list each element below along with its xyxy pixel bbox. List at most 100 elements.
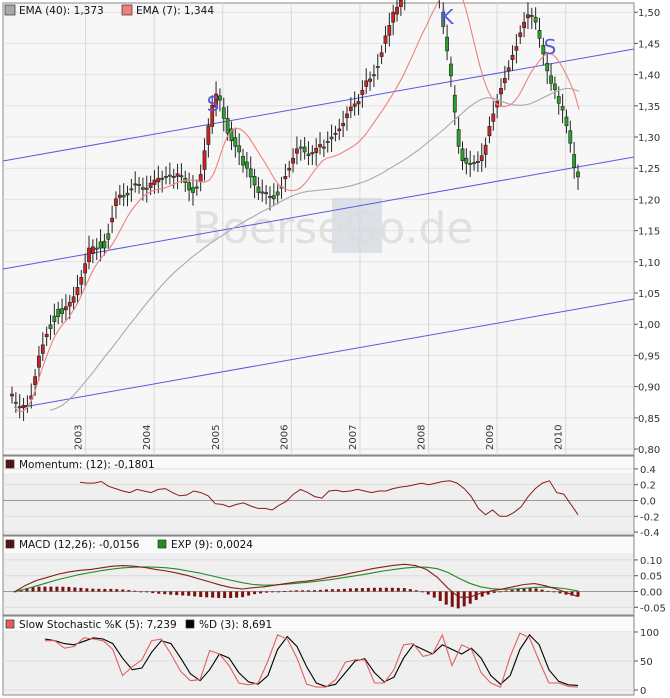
candle-body (395, 6, 399, 15)
x-tick-label: 2007 (348, 425, 359, 450)
candle-body (264, 192, 269, 195)
candle-body (556, 96, 561, 104)
watermark-text: BoerseGo.de (192, 203, 474, 254)
macd-histogram-bar (570, 591, 574, 596)
candle-body (90, 246, 95, 254)
macd-histogram-bar (283, 591, 287, 592)
candle-body (171, 176, 176, 178)
candle-body (391, 11, 396, 23)
stochastic-y-tick-label: 0 (640, 686, 646, 697)
macd-y-tick-label: 0.05 (640, 572, 662, 583)
price-y-tick-label: 1,35 (638, 102, 660, 113)
price-y-tick-label: 1,05 (638, 289, 660, 300)
legend-swatch-ema7 (121, 4, 133, 16)
macd-histogram-bar (97, 588, 101, 592)
macd-histogram-bar (259, 591, 263, 594)
candle-body (356, 101, 361, 105)
candle-body (268, 195, 272, 198)
candle-body (287, 167, 292, 171)
macd-histogram-bar (121, 589, 125, 592)
macd-histogram-bar (540, 589, 544, 592)
price-y-tick-label: 1,45 (638, 39, 660, 50)
macd-histogram-bar (181, 591, 185, 596)
candle-body (283, 176, 288, 180)
macd-histogram-bar (235, 591, 239, 598)
candle-body (60, 308, 64, 314)
candle-body (576, 171, 580, 178)
candle-body (94, 247, 99, 250)
panel-legend-band (4, 617, 633, 633)
candle-body (364, 80, 369, 87)
legend-swatch-exp (157, 539, 167, 549)
price-y-tick-label: 1,15 (638, 227, 660, 238)
macd-histogram-bar (438, 591, 442, 601)
candle-body (529, 15, 534, 17)
candle-body (40, 344, 45, 354)
price-y-tick-label: 0,90 (638, 383, 660, 394)
macd-histogram-bar (241, 591, 245, 598)
candle-body (510, 54, 515, 60)
legend-swatch-k (5, 619, 15, 629)
candle-body (241, 156, 245, 166)
macd-histogram-bar (295, 590, 298, 592)
macd-histogram-bar (360, 588, 364, 592)
candle-body (225, 117, 230, 134)
annotation-label: S (207, 92, 220, 116)
macd-histogram-bar (163, 591, 167, 595)
macd-histogram-bar (265, 591, 269, 593)
macd-histogram-bar (37, 586, 41, 592)
macd-histogram-bar (432, 591, 436, 598)
macd-histogram-bar (145, 591, 149, 593)
candle-body (295, 148, 299, 154)
macd-histogram-bar (55, 586, 59, 592)
candle-body (233, 137, 238, 147)
candle-body (368, 78, 372, 82)
candle-body (248, 168, 253, 178)
legend-swatch-d (185, 619, 195, 629)
macd-histogram-bar (426, 591, 430, 595)
candle-body (191, 187, 195, 193)
macd-histogram-bar (199, 591, 203, 597)
price-y-tick-label: 1,20 (638, 195, 660, 206)
legend-swatch-ema40 (4, 4, 16, 16)
candle-body (129, 188, 134, 191)
macd-histogram-bar (61, 586, 65, 592)
macd-histogram-bar (91, 588, 95, 592)
candle-body (337, 128, 342, 132)
macd-histogram-bar (103, 588, 107, 592)
candle-body (164, 176, 168, 178)
candle-body (372, 74, 376, 77)
macd-histogram-bar (253, 591, 257, 595)
macd-histogram-bar (25, 587, 29, 592)
candle-body (487, 126, 492, 137)
macd-histogram-bar (384, 587, 388, 592)
macd-histogram-bar (354, 588, 358, 592)
momentum-y-tick-label: 0.0 (640, 497, 656, 508)
candle-body (560, 106, 565, 111)
macd-histogram-bar (456, 591, 460, 609)
candle-body (348, 106, 353, 112)
candle-body (514, 46, 519, 51)
momentum-line (79, 480, 579, 517)
x-tick-label: 2003 (74, 425, 85, 450)
candle-body (75, 287, 80, 296)
macd-histogram-bar (444, 591, 448, 605)
candle-body (141, 187, 145, 190)
candle-body (345, 113, 349, 118)
candle-body (83, 263, 88, 274)
candle-body (522, 21, 526, 29)
macd-histogram-bar (175, 591, 179, 596)
candle-body (352, 103, 357, 107)
candle-body (110, 217, 115, 223)
macd-histogram-bar (157, 591, 161, 594)
price-y-tick-label: 1,30 (638, 133, 660, 144)
watermark-box (332, 198, 382, 253)
price-year-grid (85, 3, 567, 455)
x-tick-label: 2010 (554, 425, 565, 450)
candle-body (114, 198, 118, 206)
macd-histogram-bar (558, 591, 562, 594)
macd-histogram-bar (79, 587, 83, 592)
candle-body (229, 128, 234, 142)
price-y-tick-label: 1,25 (638, 164, 660, 175)
